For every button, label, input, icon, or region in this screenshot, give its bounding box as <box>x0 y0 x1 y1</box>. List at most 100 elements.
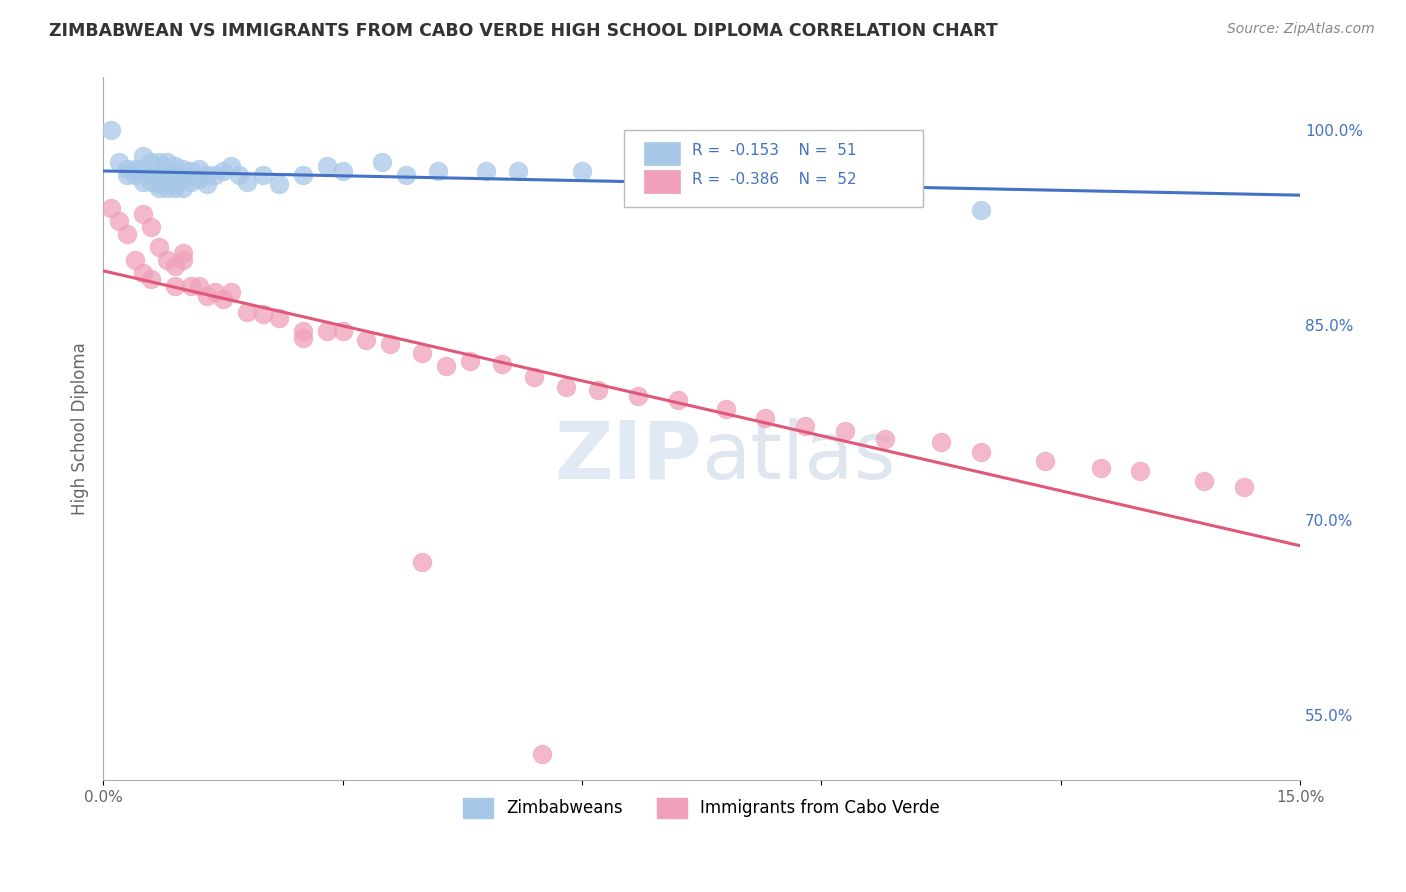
Text: R =  -0.153    N =  51: R = -0.153 N = 51 <box>692 143 856 158</box>
Point <box>380 337 402 351</box>
Point <box>163 159 186 173</box>
Point <box>156 181 179 195</box>
Point <box>180 164 202 178</box>
Point <box>163 259 186 273</box>
Point <box>172 170 194 185</box>
Point <box>475 164 498 178</box>
Point <box>458 354 481 368</box>
Point <box>132 175 155 189</box>
Text: ZIMBABWEAN VS IMMIGRANTS FROM CABO VERDE HIGH SCHOOL DIPLOMA CORRELATION CHART: ZIMBABWEAN VS IMMIGRANTS FROM CABO VERDE… <box>49 22 998 40</box>
Point <box>1129 463 1152 477</box>
Text: Source: ZipAtlas.com: Source: ZipAtlas.com <box>1227 22 1375 37</box>
Point <box>356 334 378 348</box>
Point <box>875 432 897 446</box>
Point <box>108 155 131 169</box>
Point <box>236 175 259 189</box>
Point <box>139 175 162 189</box>
Point <box>252 307 274 321</box>
FancyBboxPatch shape <box>624 130 922 208</box>
Point <box>163 177 186 191</box>
Point <box>970 203 993 218</box>
Point <box>523 369 546 384</box>
Point <box>371 155 394 169</box>
Point <box>491 357 513 371</box>
Point <box>1194 474 1216 488</box>
Point <box>115 161 138 176</box>
Point <box>187 161 209 176</box>
Point <box>195 289 218 303</box>
Point <box>132 266 155 280</box>
Point <box>124 168 146 182</box>
Y-axis label: High School Diploma: High School Diploma <box>72 343 89 516</box>
Point <box>315 324 337 338</box>
FancyBboxPatch shape <box>644 142 681 165</box>
Point <box>148 177 170 191</box>
Point <box>291 331 314 345</box>
Point <box>100 201 122 215</box>
Point <box>219 285 242 300</box>
Point <box>834 425 856 439</box>
Point <box>100 122 122 136</box>
Point <box>148 181 170 195</box>
Point <box>139 220 162 235</box>
Point <box>252 168 274 182</box>
Point <box>204 168 226 182</box>
Point <box>132 161 155 176</box>
Point <box>395 168 418 182</box>
Point <box>929 434 952 449</box>
Point <box>970 445 993 459</box>
Point <box>754 411 776 425</box>
Point <box>180 175 202 189</box>
Point <box>148 155 170 169</box>
Point <box>666 164 689 178</box>
Point <box>555 380 578 394</box>
Point <box>291 168 314 182</box>
Point <box>163 181 186 195</box>
Point <box>236 304 259 318</box>
Point <box>124 161 146 176</box>
Point <box>204 285 226 300</box>
Point <box>219 159 242 173</box>
Point <box>1090 461 1112 475</box>
Point <box>163 168 186 182</box>
Text: atlas: atlas <box>702 418 896 496</box>
Point <box>172 161 194 176</box>
Point <box>132 207 155 221</box>
Point <box>148 168 170 182</box>
Point <box>148 240 170 254</box>
Legend: Zimbabweans, Immigrants from Cabo Verde: Zimbabweans, Immigrants from Cabo Verde <box>457 791 946 825</box>
Point <box>627 389 650 403</box>
Point <box>267 177 290 191</box>
Point <box>156 252 179 267</box>
Point <box>211 164 233 178</box>
Point <box>180 278 202 293</box>
Point <box>132 148 155 162</box>
Point <box>156 175 179 189</box>
Point <box>291 324 314 338</box>
Point <box>156 155 179 169</box>
Point <box>506 164 529 178</box>
Point <box>332 324 354 338</box>
Point <box>163 278 186 293</box>
Point <box>108 213 131 227</box>
FancyBboxPatch shape <box>644 170 681 194</box>
Point <box>187 278 209 293</box>
Point <box>172 246 194 260</box>
Text: R =  -0.386    N =  52: R = -0.386 N = 52 <box>692 172 856 186</box>
Point <box>115 168 138 182</box>
Point <box>172 181 194 195</box>
Point <box>411 555 433 569</box>
Point <box>530 747 553 762</box>
Point <box>571 164 593 178</box>
Point <box>1033 454 1056 468</box>
Point <box>139 168 162 182</box>
Point <box>195 177 218 191</box>
Point <box>1233 480 1256 494</box>
Point <box>332 164 354 178</box>
Point <box>411 346 433 360</box>
Point <box>139 272 162 286</box>
Point <box>115 227 138 241</box>
Point <box>794 419 817 434</box>
Point <box>586 383 609 397</box>
Point <box>156 164 179 178</box>
